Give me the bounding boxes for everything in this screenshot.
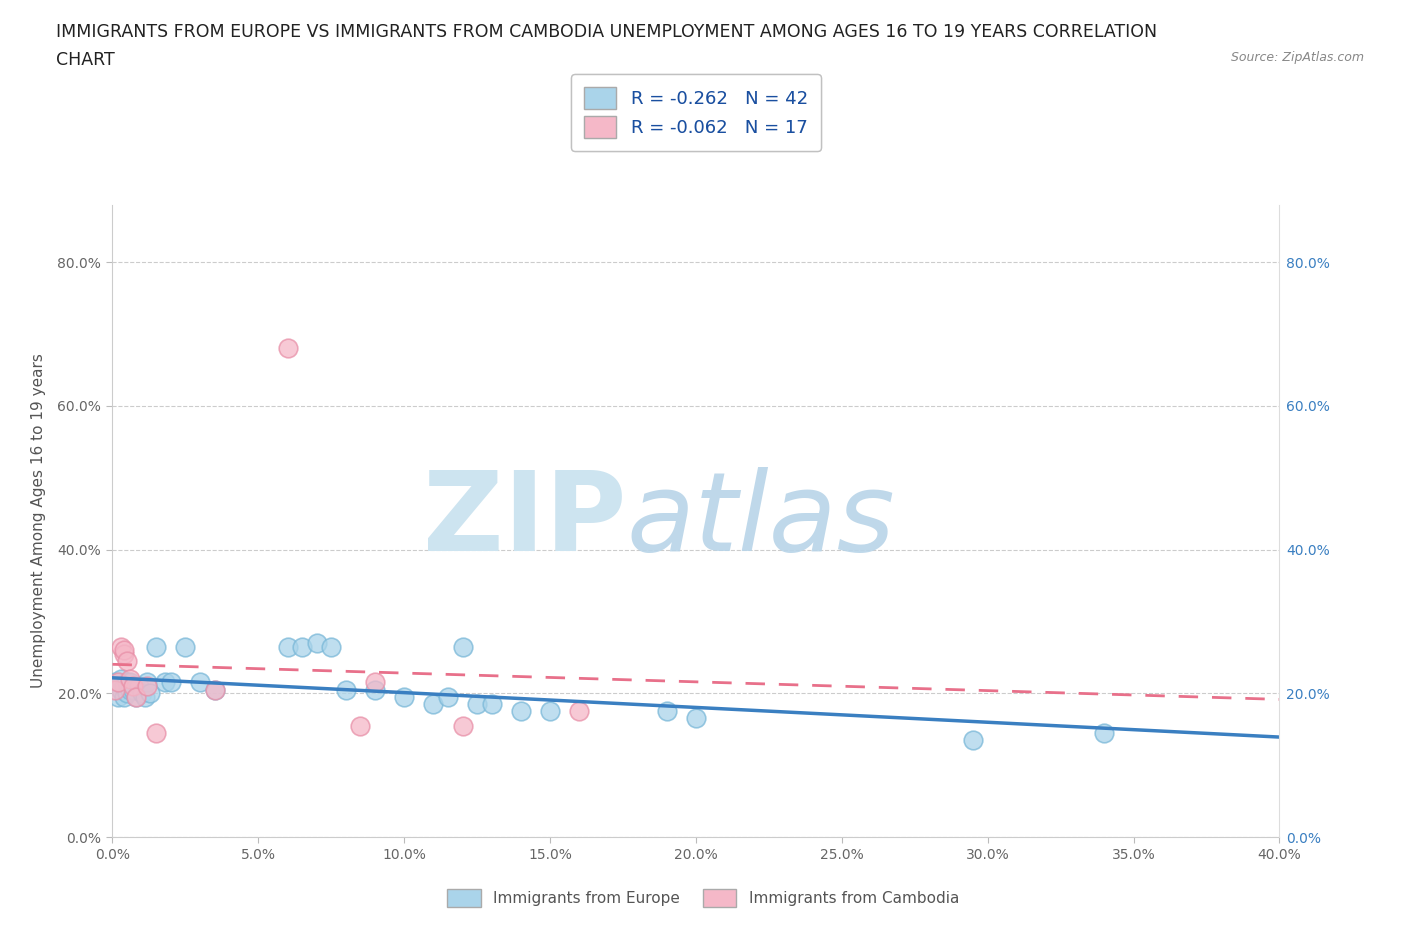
Point xyxy=(335,683,357,698)
Point xyxy=(481,697,503,711)
Text: Source: ZipAtlas.com: Source: ZipAtlas.com xyxy=(1230,51,1364,64)
Point xyxy=(110,683,132,698)
Point xyxy=(153,675,176,690)
Point xyxy=(122,679,145,694)
Point xyxy=(115,685,138,700)
Y-axis label: Unemployment Among Ages 16 to 19 years: Unemployment Among Ages 16 to 19 years xyxy=(31,353,46,688)
Text: IMMIGRANTS FROM EUROPE VS IMMIGRANTS FROM CAMBODIA UNEMPLOYMENT AMONG AGES 16 TO: IMMIGRANTS FROM EUROPE VS IMMIGRANTS FRO… xyxy=(56,23,1157,41)
Point xyxy=(305,635,328,650)
Text: ZIP: ZIP xyxy=(423,467,626,575)
Point xyxy=(125,689,148,704)
Point xyxy=(136,675,159,690)
Point xyxy=(437,689,460,704)
Point xyxy=(131,685,153,700)
Point xyxy=(451,718,474,733)
Text: CHART: CHART xyxy=(56,51,115,69)
Point xyxy=(509,704,531,719)
Point xyxy=(321,639,343,654)
Point xyxy=(118,675,141,690)
Point xyxy=(160,675,183,690)
Point xyxy=(204,683,226,698)
Point xyxy=(104,675,127,690)
Point xyxy=(139,685,162,700)
Point xyxy=(1092,725,1115,740)
Point xyxy=(204,683,226,698)
Point xyxy=(145,639,167,654)
Point xyxy=(568,704,591,719)
Point xyxy=(685,711,707,726)
Point xyxy=(349,718,371,733)
Legend: Immigrants from Europe, Immigrants from Cambodia: Immigrants from Europe, Immigrants from … xyxy=(441,884,965,913)
Point xyxy=(364,683,387,698)
Point xyxy=(112,689,135,704)
Point xyxy=(276,639,298,654)
Point xyxy=(107,689,129,704)
Point xyxy=(118,671,141,686)
Point xyxy=(655,704,678,719)
Point xyxy=(291,639,314,654)
Point xyxy=(392,689,416,704)
Point xyxy=(125,689,148,704)
Point xyxy=(962,733,984,748)
Point xyxy=(110,639,132,654)
Point xyxy=(112,643,135,658)
Point xyxy=(104,683,127,698)
Point xyxy=(145,725,167,740)
Point xyxy=(128,679,150,694)
Point xyxy=(276,341,298,356)
Point xyxy=(107,675,129,690)
Point xyxy=(364,675,387,690)
Text: atlas: atlas xyxy=(626,467,894,575)
Point xyxy=(112,679,135,694)
Point xyxy=(538,704,561,719)
Point xyxy=(136,679,159,694)
Point xyxy=(465,697,488,711)
Point xyxy=(134,689,156,704)
Legend: R = -0.262   N = 42, R = -0.062   N = 17: R = -0.262 N = 42, R = -0.062 N = 17 xyxy=(571,74,821,151)
Point xyxy=(112,646,135,661)
Point xyxy=(188,675,211,690)
Point xyxy=(451,639,474,654)
Point xyxy=(174,639,197,654)
Point xyxy=(122,683,145,698)
Point xyxy=(422,697,444,711)
Point xyxy=(115,654,138,669)
Point xyxy=(115,675,138,690)
Point xyxy=(107,675,129,690)
Point xyxy=(118,683,141,698)
Point xyxy=(110,671,132,686)
